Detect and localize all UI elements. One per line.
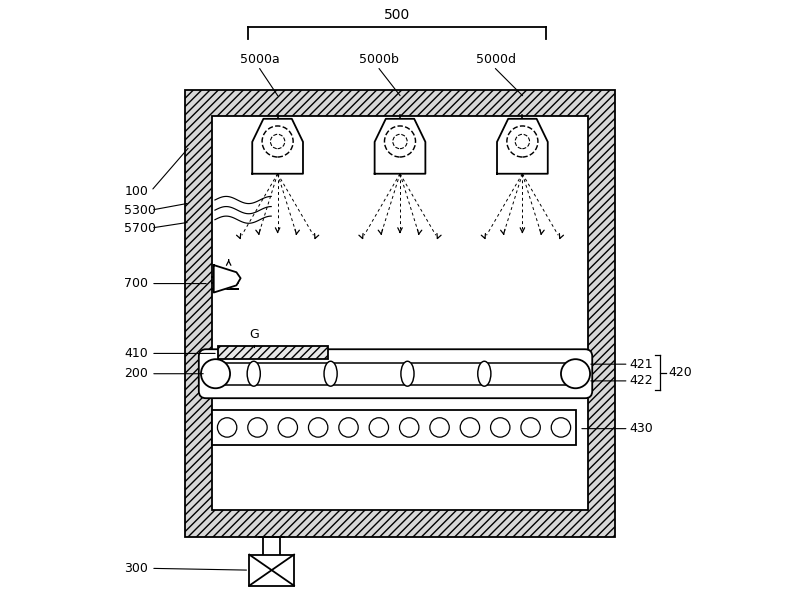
Text: 200: 200 xyxy=(124,367,148,380)
Ellipse shape xyxy=(324,361,337,386)
Bar xyxy=(218,346,328,359)
Polygon shape xyxy=(497,119,548,174)
Bar xyxy=(212,410,576,445)
Ellipse shape xyxy=(247,361,260,386)
FancyBboxPatch shape xyxy=(199,349,592,398)
Circle shape xyxy=(430,418,450,437)
Text: G: G xyxy=(249,328,258,341)
Text: 300: 300 xyxy=(124,562,148,575)
Ellipse shape xyxy=(401,361,414,386)
Text: 421: 421 xyxy=(630,358,654,371)
Circle shape xyxy=(278,418,298,437)
Text: 430: 430 xyxy=(630,422,654,435)
Circle shape xyxy=(490,418,510,437)
Bar xyxy=(212,116,588,510)
Bar xyxy=(185,90,615,537)
Text: 5000a: 5000a xyxy=(240,53,279,66)
Text: 5000b: 5000b xyxy=(359,53,399,66)
Text: 500: 500 xyxy=(384,8,410,22)
Circle shape xyxy=(339,418,358,437)
Circle shape xyxy=(218,418,237,437)
Circle shape xyxy=(201,359,230,388)
Text: 5000d: 5000d xyxy=(475,53,515,66)
Ellipse shape xyxy=(478,361,491,386)
Circle shape xyxy=(309,418,328,437)
Polygon shape xyxy=(214,265,241,293)
Circle shape xyxy=(460,418,479,437)
Circle shape xyxy=(248,418,267,437)
Circle shape xyxy=(521,418,540,437)
Text: 700: 700 xyxy=(124,277,148,290)
Text: 5300: 5300 xyxy=(124,204,156,217)
Circle shape xyxy=(369,418,389,437)
Polygon shape xyxy=(374,119,426,174)
Circle shape xyxy=(399,418,419,437)
Text: 410: 410 xyxy=(124,347,148,360)
Bar xyxy=(250,555,294,586)
Text: 422: 422 xyxy=(630,374,654,387)
Text: 100: 100 xyxy=(124,184,148,198)
Polygon shape xyxy=(252,119,303,174)
Text: 420: 420 xyxy=(669,366,693,379)
Text: 5700: 5700 xyxy=(124,221,156,235)
Circle shape xyxy=(561,359,590,388)
Circle shape xyxy=(551,418,570,437)
